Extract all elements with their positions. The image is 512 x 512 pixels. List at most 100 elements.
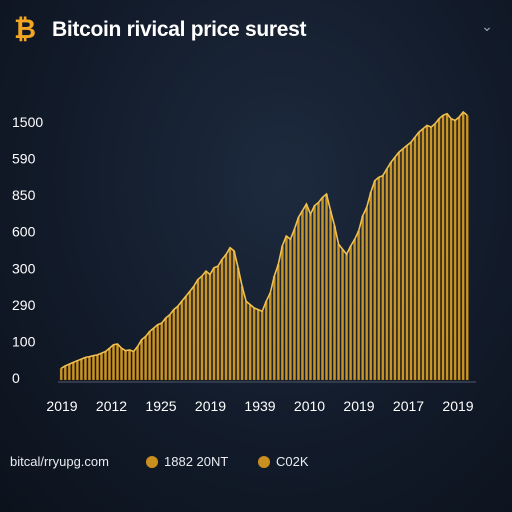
- bar: [349, 245, 353, 381]
- y-tick-label: 0: [12, 370, 20, 386]
- bar: [385, 168, 389, 381]
- bar: [152, 327, 156, 381]
- bar: [252, 307, 256, 381]
- bar: [292, 229, 296, 381]
- bar: [313, 205, 316, 381]
- y-tick-label: 100: [12, 333, 36, 349]
- legend-label: 1882 20NT: [164, 454, 229, 469]
- bar: [164, 317, 168, 381]
- bar: [297, 217, 300, 381]
- y-tick-label: 300: [12, 260, 36, 276]
- bar: [409, 141, 413, 381]
- bar: [140, 339, 144, 381]
- bar: [228, 247, 232, 381]
- x-tick-label: 2012: [96, 398, 127, 414]
- bar: [244, 301, 248, 381]
- bar: [63, 365, 67, 381]
- bar: [284, 235, 288, 381]
- bar: [79, 358, 83, 381]
- bar: [465, 115, 469, 381]
- x-tick-label: 2010: [294, 398, 325, 414]
- x-tick-label: 1925: [145, 398, 176, 414]
- bar: [192, 286, 196, 381]
- bar: [224, 254, 228, 381]
- x-tick-label: 2019: [195, 398, 226, 414]
- x-axis-ticks: 2019 2012 1925 2019 1939 2010 2019 2017 2019: [46, 398, 473, 414]
- bar: [124, 350, 127, 381]
- bar: [337, 244, 340, 381]
- y-tick-label: 590: [12, 151, 36, 167]
- legend-label: C02K: [276, 454, 309, 469]
- bar: [120, 348, 123, 381]
- bar: [413, 136, 417, 381]
- bar: [417, 131, 421, 381]
- bar: [100, 353, 103, 381]
- x-tick-label: 2019: [46, 398, 77, 414]
- bar: [341, 249, 345, 381]
- bar: [329, 210, 332, 381]
- bar: [256, 309, 260, 381]
- bar: [369, 192, 373, 381]
- bar: [401, 148, 405, 381]
- chart-footer: bitcal/rryupg.com 1882 20NT C02K: [10, 452, 502, 474]
- bar: [168, 314, 172, 381]
- bar: [59, 368, 63, 381]
- bar: [317, 202, 320, 381]
- bar: [397, 152, 401, 381]
- bar: [144, 336, 148, 381]
- x-tick-label: 1939: [244, 398, 275, 414]
- y-tick-label: 600: [12, 224, 36, 240]
- bar: [305, 203, 308, 381]
- bar: [276, 264, 280, 381]
- chevron-down-icon[interactable]: ⌄: [481, 19, 493, 35]
- bar: [172, 309, 176, 381]
- bar: [437, 118, 441, 381]
- y-tick-label: 1500: [12, 114, 43, 130]
- bar: [264, 301, 268, 381]
- bar: [357, 230, 361, 381]
- chart-title: Bitcoin rivical price surest: [52, 18, 307, 41]
- bar: [196, 279, 200, 381]
- bars-group: [59, 111, 469, 381]
- bar: [309, 214, 312, 381]
- bar: [248, 304, 252, 381]
- bar: [67, 363, 71, 381]
- bar: [92, 355, 95, 381]
- bar: [453, 120, 457, 381]
- bar: [180, 301, 184, 381]
- bar: [377, 177, 381, 381]
- bar: [75, 360, 79, 381]
- y-axis-ticks: 0 100 290 300 600 850 590 1500: [12, 114, 43, 386]
- bar: [405, 145, 409, 381]
- bar: [204, 270, 208, 381]
- bar: [128, 349, 131, 381]
- legend-dot-icon: [146, 455, 158, 468]
- bar: [429, 126, 433, 381]
- bar: [160, 322, 164, 381]
- bar: [333, 225, 336, 381]
- y-tick-label: 290: [12, 297, 36, 313]
- bar: [116, 343, 119, 381]
- bar: [112, 344, 115, 381]
- bar: [445, 113, 449, 381]
- bar: [96, 354, 99, 381]
- bar: [232, 250, 236, 381]
- bar: [216, 265, 220, 381]
- bar: [280, 245, 284, 381]
- bar: [449, 118, 453, 381]
- bar: [457, 116, 461, 381]
- source-label: bitcal/rryupg.com: [10, 454, 109, 469]
- bar: [236, 267, 240, 381]
- y-tick-label: 850: [12, 187, 36, 203]
- price-line: [60, 110, 468, 369]
- bar: [104, 351, 107, 381]
- bar: [361, 215, 365, 381]
- bar: [148, 331, 152, 381]
- bar: [83, 357, 87, 381]
- bar: [288, 239, 292, 381]
- bar: [353, 239, 357, 381]
- bar: [108, 348, 111, 381]
- bar: [345, 254, 349, 381]
- bar: [301, 210, 304, 381]
